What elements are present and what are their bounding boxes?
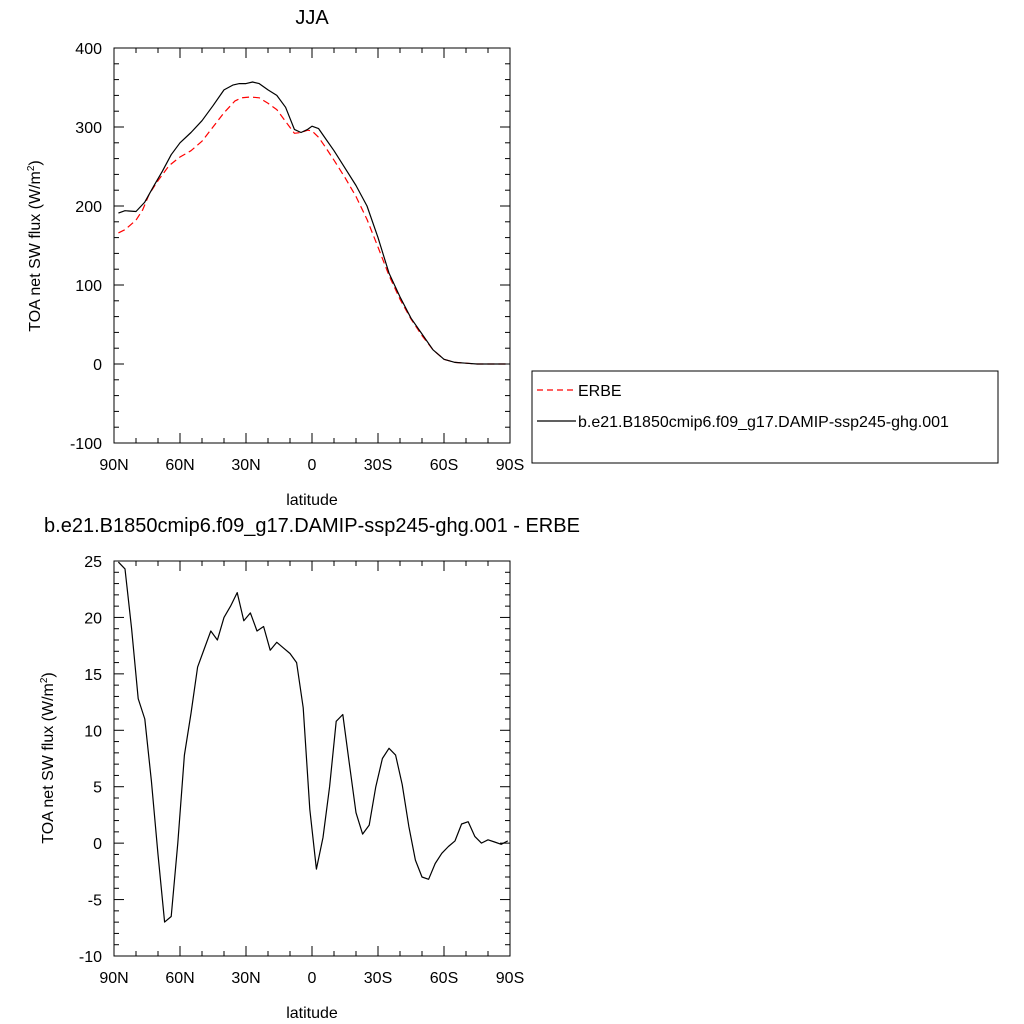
top-y-tick-label: 100 xyxy=(75,278,102,295)
top-x-tick-label: 90S xyxy=(496,457,524,474)
top-y-tick-label: 0 xyxy=(93,357,102,374)
bottom-y-tick-label: 10 xyxy=(84,723,102,740)
bottom-y-axis-label-sup: 2 xyxy=(39,677,50,683)
bottom-y-tick-label: 25 xyxy=(84,554,102,571)
top-y-tick-label: 400 xyxy=(75,41,102,58)
top-y-tick-label: 300 xyxy=(75,120,102,137)
bottom-x-axis-label: latitude xyxy=(286,1005,338,1022)
top-x-tick-label: 60N xyxy=(165,457,194,474)
top-series-line-erbe xyxy=(118,96,506,365)
top-y-tick-label: -100 xyxy=(70,436,102,453)
top-x-tick-label: 60S xyxy=(430,457,458,474)
top-y-tick-labels: -100 0 100 200 300 400 xyxy=(70,41,102,453)
bottom-x-tick-label: 90S xyxy=(496,970,524,987)
top-y-axis-label-close: ) xyxy=(27,160,44,165)
bottom-x-tick-label: 60N xyxy=(165,970,194,987)
bottom-x-tick-label: 60S xyxy=(430,970,458,987)
top-series-line-model xyxy=(118,81,506,365)
bottom-y-axis-label-main: TOA net SW flux (W/m xyxy=(40,683,57,844)
bottom-y-tick-labels: -10 -5 0 5 10 15 20 25 xyxy=(79,554,102,966)
top-x-tick-labels: 90N 60N 30N 0 30S 60S 90S xyxy=(99,457,524,474)
bottom-y-tick-label: -10 xyxy=(79,949,102,966)
bottom-y-tick-label: 15 xyxy=(84,667,102,684)
bottom-y-axis-label-close: ) xyxy=(40,672,57,677)
top-y-axis-label-main: TOA net SW flux (W/m xyxy=(27,171,44,332)
bottom-series-group xyxy=(117,561,509,923)
bottom-x-tick-label: 0 xyxy=(308,970,317,987)
bottom-y-tick-label: 0 xyxy=(93,836,102,853)
bottom-x-tick-label: 30N xyxy=(231,970,260,987)
top-series-group xyxy=(118,81,506,365)
bottom-y-axis-label: TOA net SW flux (W/m2) xyxy=(39,672,57,844)
top-y-axis-label-sup: 2 xyxy=(26,165,37,171)
top-y-tick-label: 200 xyxy=(75,199,102,216)
top-x-tick-label: 0 xyxy=(308,457,317,474)
top-chart-title: JJA xyxy=(295,7,329,29)
top-x-axis-label: latitude xyxy=(286,492,338,509)
legend-box xyxy=(531,370,999,464)
top-plot-frame xyxy=(113,47,511,444)
top-x-tick-label: 90N xyxy=(99,457,128,474)
bottom-plot-frame xyxy=(113,560,511,957)
bottom-y-tick-label: 20 xyxy=(84,610,102,627)
legend-label-model: b.e21.B1850cmip6.f09_g17.DAMIP-ssp245-gh… xyxy=(578,414,949,431)
bottom-x-tick-label: 90N xyxy=(99,970,128,987)
top-x-tick-label: 30N xyxy=(231,457,260,474)
legend-label-erbe: ERBE xyxy=(578,383,622,400)
panel-bottom-difference: b.e21.B1850cmip6.f09_g17.DAMIP-ssp245-gh… xyxy=(39,515,580,1022)
bottom-y-tick-label: 5 xyxy=(93,780,102,797)
top-axis-ticks xyxy=(113,47,511,444)
bottom-y-tick-label: -5 xyxy=(88,893,102,910)
chart-legend: ERBE b.e21.B1850cmip6.f09_g17.DAMIP-ssp2… xyxy=(531,370,999,464)
top-y-axis-label: TOA net SW flux (W/m2) xyxy=(26,160,44,332)
panel-top-climatology: JJA 90N 60N 30N 0 30S 60S 90S -100 0 100 200 300 40… xyxy=(26,7,999,509)
bottom-x-tick-label: 30S xyxy=(364,970,392,987)
bottom-chart-title: b.e21.B1850cmip6.f09_g17.DAMIP-ssp245-gh… xyxy=(44,515,580,537)
top-x-tick-label: 30S xyxy=(364,457,392,474)
bottom-series-line-difference xyxy=(117,561,509,923)
bottom-x-tick-labels: 90N 60N 30N 0 30S 60S 90S xyxy=(99,970,524,987)
